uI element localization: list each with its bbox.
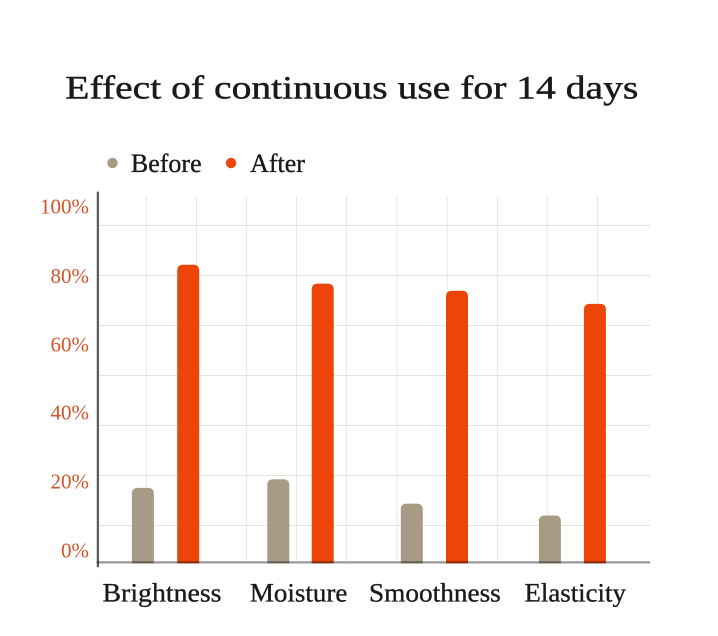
svg-text:Effect of continuous use for 1: Effect of continuous use for 14 days (65, 71, 638, 107)
svg-text:Smoothness: Smoothness (369, 579, 501, 608)
svg-text:Moisture: Moisture (250, 579, 348, 608)
svg-text:80%: 80% (51, 264, 90, 288)
svg-text:0%: 0% (61, 538, 89, 562)
svg-text:100%: 100% (40, 195, 89, 219)
svg-text:40%: 40% (51, 401, 90, 425)
svg-text:Before: Before (131, 149, 202, 178)
svg-text:20%: 20% (51, 470, 90, 494)
svg-text:60%: 60% (51, 333, 90, 357)
svg-text:Elasticity: Elasticity (525, 579, 626, 608)
svg-text:Brightness: Brightness (103, 579, 222, 608)
svg-text:After: After (250, 149, 305, 178)
